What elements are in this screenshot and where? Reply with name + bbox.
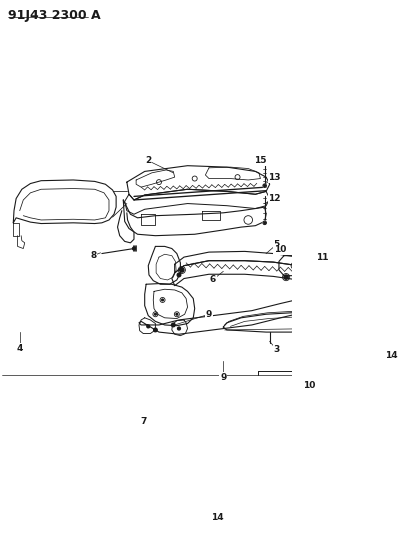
Circle shape <box>262 221 266 224</box>
Circle shape <box>177 273 180 277</box>
Circle shape <box>132 247 135 250</box>
Text: 14: 14 <box>384 351 396 360</box>
Circle shape <box>171 323 175 327</box>
Circle shape <box>154 313 156 315</box>
Text: 14: 14 <box>211 513 223 522</box>
Circle shape <box>175 313 177 315</box>
Text: 15: 15 <box>254 156 266 165</box>
Circle shape <box>179 268 183 272</box>
Text: 8: 8 <box>90 251 96 260</box>
Text: 9: 9 <box>220 373 226 382</box>
Text: 91J43 2300 A: 91J43 2300 A <box>8 9 100 21</box>
Circle shape <box>263 222 265 224</box>
Polygon shape <box>13 223 19 236</box>
Circle shape <box>161 299 163 301</box>
Text: 11: 11 <box>315 253 327 262</box>
Text: 10: 10 <box>302 381 314 390</box>
Text: 12: 12 <box>268 194 280 203</box>
Text: 13: 13 <box>268 173 280 182</box>
Text: 7: 7 <box>140 417 146 426</box>
Circle shape <box>177 327 180 330</box>
Text: 6: 6 <box>209 276 215 285</box>
Circle shape <box>314 279 317 281</box>
Circle shape <box>153 328 157 332</box>
Text: 4: 4 <box>17 344 23 353</box>
Text: 9: 9 <box>205 310 212 319</box>
Text: 5: 5 <box>273 240 279 249</box>
Text: 2: 2 <box>145 156 151 165</box>
Text: 10: 10 <box>273 246 286 254</box>
Circle shape <box>147 325 149 328</box>
Polygon shape <box>223 313 321 332</box>
Text: 3: 3 <box>273 345 279 354</box>
Circle shape <box>283 275 288 279</box>
Circle shape <box>262 184 266 188</box>
Circle shape <box>263 185 265 187</box>
